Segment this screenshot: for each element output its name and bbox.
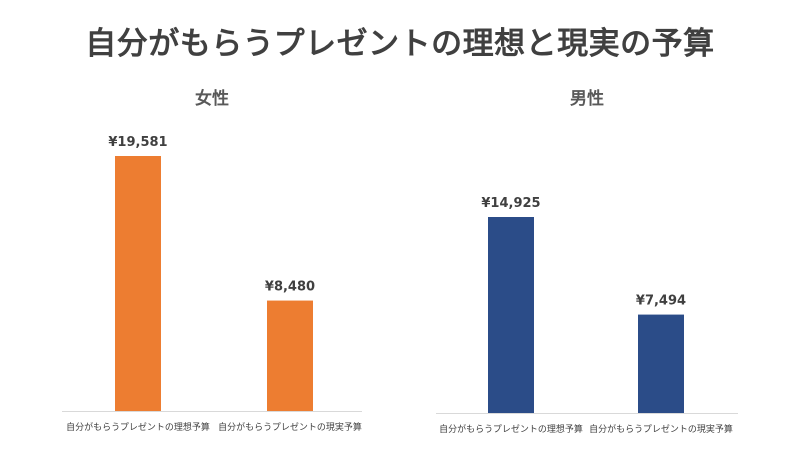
female-data-label-1: ¥19,581 [108, 135, 167, 150]
female-bar-2 [267, 300, 313, 411]
female-chart-title: 女性 [195, 88, 229, 109]
male-category-label-1: 自分がもらうプレゼントの理想予算 [439, 423, 583, 435]
male-bar-2 [638, 314, 684, 413]
male-bar-1 [488, 217, 534, 413]
male-data-label-1: ¥14,925 [481, 196, 540, 211]
page-title: 自分がもらうプレゼントの理想と現実の予算 [85, 26, 715, 62]
female-category-label-1: 自分がもらうプレゼントの理想予算 [66, 421, 210, 433]
male-category-label-2: 自分がもらうプレゼントの現実予算 [589, 423, 733, 435]
female-bar-1 [115, 156, 161, 411]
female-category-label-2: 自分がもらうプレゼントの現実予算 [218, 421, 362, 433]
female-data-label-2: ¥8,480 [265, 280, 315, 295]
male-chart-title: 男性 [570, 88, 604, 109]
male-data-label-2: ¥7,494 [636, 294, 686, 309]
